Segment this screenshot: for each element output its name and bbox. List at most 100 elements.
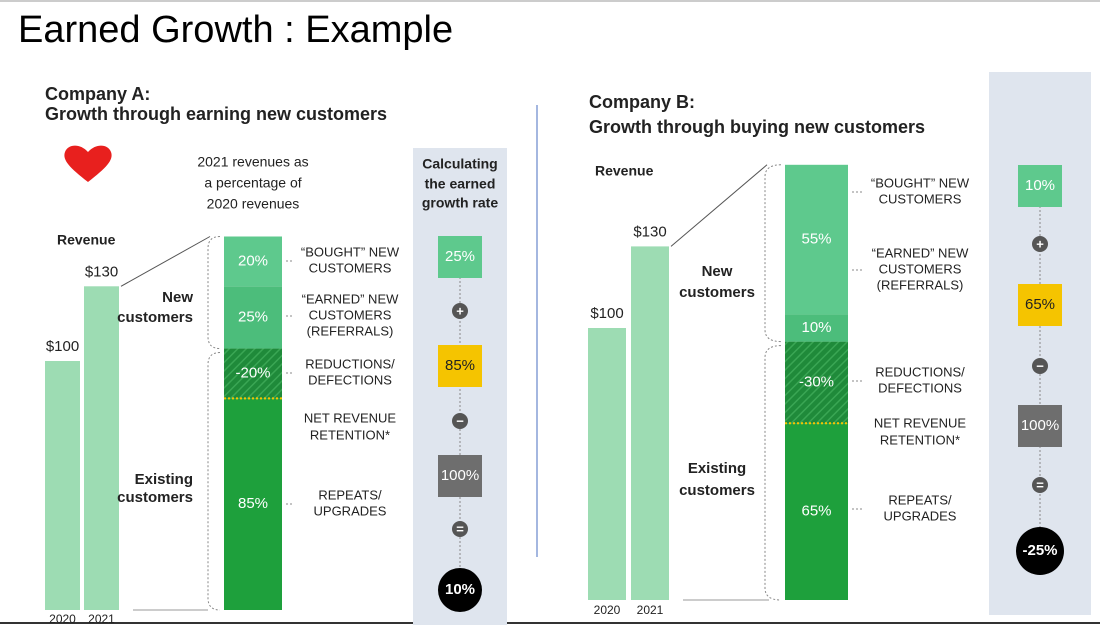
revenue-label: Revenue <box>595 163 654 179</box>
column-segment <box>785 423 848 600</box>
segment-description: UPGRADES <box>884 508 957 523</box>
segment-description: “EARNED” NEW <box>872 245 970 260</box>
segment-description: “BOUGHT” NEW <box>301 244 400 259</box>
operator-circle <box>452 303 468 319</box>
column-segment <box>785 341 848 424</box>
retention-label: NET REVENUE <box>874 415 967 430</box>
revenue-label: Revenue <box>57 232 116 248</box>
guide-line <box>120 236 211 287</box>
segment-description: (REFERRALS) <box>307 323 394 338</box>
bracket <box>207 352 221 611</box>
column-note: a percentage of <box>204 175 301 191</box>
new-customers-label: customers <box>117 309 193 326</box>
existing-customers-label: Existing <box>135 471 193 488</box>
segment-description: CUSTOMERS <box>309 307 392 322</box>
operator-circle <box>1032 236 1048 252</box>
revenue-bar <box>588 328 626 600</box>
bracket <box>207 236 221 350</box>
segment-label: 85% <box>238 495 268 512</box>
calc-value: 25% <box>445 248 475 265</box>
segment-description: (REFERRALS) <box>877 277 964 292</box>
segment-label: -20% <box>235 364 270 381</box>
existing-customers-label: Existing <box>688 460 746 477</box>
operator: + <box>456 303 464 318</box>
revenue-value: $100 <box>46 338 79 355</box>
segment-description: CUSTOMERS <box>879 191 962 206</box>
guide-line <box>670 164 768 247</box>
bracket <box>764 164 782 343</box>
calc-box <box>438 345 482 387</box>
new-customers-label: New <box>702 263 733 280</box>
retention-label: RETENTION* <box>310 427 390 442</box>
year-label: 2020 <box>49 612 76 625</box>
segment-description: DEFECTIONS <box>878 380 962 395</box>
retention-label: RETENTION* <box>880 432 960 447</box>
calc-value: 10% <box>1025 177 1055 194</box>
column-segment <box>224 286 282 349</box>
operator: + <box>1036 236 1044 251</box>
operator-circle <box>452 413 468 429</box>
year-label: 2020 <box>594 603 621 617</box>
calc-title: the earned <box>425 176 496 192</box>
revenue-value: $130 <box>85 263 118 280</box>
calc-box <box>438 236 482 278</box>
company-heading: Company A: <box>45 84 150 104</box>
slide-title: Earned Growth : Example <box>18 9 453 51</box>
column-segment <box>224 398 282 610</box>
segment-label: 10% <box>801 319 831 336</box>
segment-description: UPGRADES <box>314 503 387 518</box>
calc-title: Calculating <box>422 156 497 172</box>
revenue-bar <box>45 361 80 610</box>
column-note: 2021 revenues as <box>197 154 308 170</box>
operator: − <box>456 413 464 428</box>
company-subheading: Growth through buying new customers <box>589 117 925 137</box>
company-heading: Company B: <box>589 92 695 112</box>
revenue-bar <box>631 246 669 600</box>
calc-value: 85% <box>445 357 475 374</box>
segment-description: REDUCTIONS/ <box>305 356 395 371</box>
segment-label: 25% <box>238 308 268 325</box>
segment-description: CUSTOMERS <box>879 261 962 276</box>
segment-label: 55% <box>801 231 831 248</box>
column-segment <box>785 164 848 315</box>
column-note: 2020 revenues <box>207 196 300 212</box>
revenue-value: $100 <box>590 305 623 322</box>
calc-box <box>1018 405 1062 447</box>
calc-box <box>1018 284 1062 326</box>
calc-box <box>438 455 482 497</box>
segment-description: DEFECTIONS <box>308 372 392 387</box>
heart-icon <box>64 145 112 182</box>
retention-label: NET REVENUE <box>304 410 397 425</box>
column-segment <box>224 236 282 287</box>
operator: − <box>1036 358 1044 373</box>
column-segment <box>224 348 282 399</box>
segment-label: 20% <box>238 252 268 269</box>
new-customers-label: customers <box>679 284 755 301</box>
revenue-value: $130 <box>633 223 666 240</box>
column-segment <box>785 314 848 342</box>
operator-circle <box>452 521 468 537</box>
company-subheading: Growth through earning new customers <box>45 104 387 124</box>
segment-description: REPEATS/ <box>318 487 382 502</box>
existing-customers-label: customers <box>117 489 193 506</box>
calc-value: 100% <box>1021 417 1059 434</box>
calc-box <box>1018 165 1062 207</box>
year-label: 2021 <box>88 612 115 625</box>
segment-description: “BOUGHT” NEW <box>871 175 970 190</box>
calc-value: 100% <box>441 467 479 484</box>
segment-description: CUSTOMERS <box>309 260 392 275</box>
revenue-bar <box>84 286 119 610</box>
bracket <box>764 345 782 601</box>
operator: = <box>456 521 464 536</box>
operator-circle <box>1032 358 1048 374</box>
segment-label: -30% <box>799 373 834 390</box>
segment-description: REPEATS/ <box>888 492 952 507</box>
calc-title: growth rate <box>422 195 498 211</box>
segment-description: REDUCTIONS/ <box>875 364 965 379</box>
year-label: 2021 <box>637 603 664 617</box>
new-customers-label: New <box>162 289 193 306</box>
calc-value: 65% <box>1025 296 1055 313</box>
segment-label: 65% <box>801 503 831 520</box>
